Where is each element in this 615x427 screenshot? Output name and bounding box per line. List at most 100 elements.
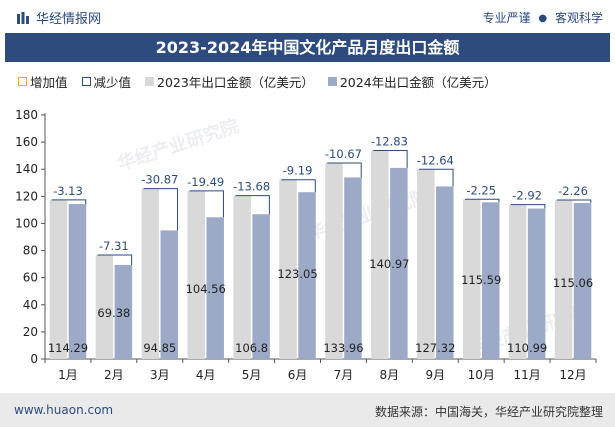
bar-2024	[160, 230, 179, 359]
y-tick-label: 160	[15, 135, 38, 149]
legend-swatch-2023	[145, 77, 155, 86]
difference-bracket	[464, 198, 500, 203]
legend-label-decrease: 减少值	[93, 75, 132, 90]
brand-logo-icon	[17, 11, 29, 24]
watermark-text: 华经产业研究院	[115, 115, 242, 175]
difference-bracket	[143, 188, 179, 231]
value-label-2024: 140.97	[369, 257, 409, 271]
x-tick-label: 11月	[513, 368, 540, 382]
x-tick-label: 8月	[380, 368, 400, 382]
bar-2023	[141, 188, 160, 359]
chart-legend: 增加值 减少值 2023年出口金额（亿美元） 2024年出口金额（亿美元）	[18, 72, 511, 91]
x-tick-label: 10月	[468, 368, 495, 382]
brand[interactable]: 华经情报网	[16, 8, 101, 27]
bar-2023	[95, 255, 114, 359]
slogan-dot: ●	[538, 13, 548, 24]
bar-2023	[49, 199, 68, 359]
bar-2024	[390, 167, 408, 359]
x-tick-label: 12月	[559, 368, 586, 382]
difference-bracket	[51, 199, 87, 205]
bar-2024	[298, 192, 316, 359]
value-label-2024: 110.99	[507, 341, 547, 355]
difference-bracket	[327, 162, 362, 178]
bar-2023	[233, 195, 251, 359]
difference-bracket	[510, 204, 546, 209]
difference-bracket	[235, 195, 270, 215]
legend-item-2024[interactable]: 2024年出口金额（亿美元）	[327, 72, 497, 91]
bar-2024	[68, 204, 87, 359]
legend-item-decrease[interactable]: 减少值	[81, 72, 132, 91]
x-tick-label: 2月	[104, 368, 124, 382]
bar-2024	[573, 203, 592, 359]
y-tick-label: 120	[15, 189, 38, 203]
bar-2023	[554, 199, 573, 359]
difference-label: -7.31	[99, 239, 129, 253]
legend-item-2023[interactable]: 2023年出口金额（亿美元）	[145, 72, 314, 91]
data-labels: -3.13 114.29 -7.31 69.38 -30.87 94.85 -19.49 10…	[48, 135, 593, 355]
x-tick-label: 7月	[334, 368, 354, 382]
value-label-2024: 115.06	[553, 276, 593, 290]
difference-label: -10.67	[325, 147, 362, 161]
value-label-2024: 94.85	[143, 341, 176, 355]
difference-label: -2.92	[512, 189, 542, 203]
legend-label-2024: 2024年出口金额（亿美元）	[339, 75, 497, 90]
bar-2023	[279, 179, 297, 359]
difference-label: -12.64	[417, 153, 454, 167]
difference-bracket	[373, 150, 408, 168]
difference-bracket	[281, 179, 316, 193]
x-tick-label: 5月	[242, 368, 262, 382]
footer: www.huaon.com 数据来源：中国海关，华经产业研究院整理	[0, 393, 615, 427]
x-tick-label: 3月	[150, 368, 170, 382]
difference-label: -19.49	[187, 175, 224, 189]
bar-2024	[206, 217, 224, 359]
bar-2023	[187, 190, 205, 359]
footer-url[interactable]: www.huaon.com	[14, 403, 114, 417]
slogan: 专业严谨 ● 客观科学	[483, 9, 603, 26]
y-tick-label: 80	[23, 244, 38, 258]
chart-title: 2023-2024年中国文化产品月度出口金额	[155, 38, 460, 57]
bar-2023	[508, 204, 527, 359]
slogan-left: 专业严谨	[482, 11, 531, 25]
legend-label-increase: 增加值	[30, 75, 68, 90]
bar-2023	[462, 199, 481, 359]
y-tick-label: 0	[30, 352, 38, 366]
legend-swatch-decrease	[81, 77, 91, 86]
bar-2023	[417, 169, 435, 359]
legend-swatch-increase	[18, 77, 27, 86]
bar-2023	[371, 150, 389, 359]
bar-2024	[114, 264, 133, 359]
legend-item-increase[interactable]: 增加值	[18, 72, 68, 91]
bar-2024	[344, 177, 362, 359]
value-label-2024: 123.05	[277, 267, 317, 281]
x-tick-label: 6月	[288, 368, 308, 382]
brand-name: 华经情报网	[36, 12, 102, 27]
difference-bracket	[556, 199, 592, 204]
top-bar: 华经情报网 专业严谨 ● 客观科学	[0, 0, 615, 32]
difference-label: -3.13	[53, 184, 83, 198]
x-tick-label: 9月	[425, 368, 445, 382]
y-tick-label: 180	[15, 108, 38, 122]
difference-label: -2.25	[466, 183, 496, 197]
value-label-2024: 115.59	[461, 273, 501, 287]
y-tick-label: 20	[23, 325, 38, 339]
difference-bracket	[419, 168, 454, 187]
value-label-2024: 114.29	[48, 341, 88, 355]
axes: 0 20 40 60 80 100 120 140 160 180 1月 2月 3月 4月 5月 6月 7月 8月…	[15, 108, 597, 382]
bar-chart: 华经产业研究院华经产业研究院华经产业研究院 020406080100120140…	[15, 108, 597, 382]
value-label-2024: 133.96	[323, 341, 363, 355]
value-label-2024: 106.8	[235, 341, 268, 355]
bar-2024	[252, 214, 270, 359]
y-tick-label: 60	[23, 271, 38, 285]
difference-label: -2.26	[558, 184, 588, 198]
legend-swatch-2024	[327, 77, 337, 86]
difference-label: -12.83	[371, 135, 408, 149]
watermark-text: 华经产业研究院	[305, 185, 432, 245]
value-label-2024: 127.32	[415, 341, 455, 355]
difference-bracket	[189, 190, 224, 218]
bar-2024	[527, 208, 546, 359]
difference-label: -9.19	[283, 164, 313, 178]
value-label-2024: 69.38	[97, 306, 130, 320]
footer-source: 数据来源：中国海关，华经产业研究院整理	[374, 405, 603, 419]
y-tick-label: 100	[15, 216, 38, 230]
difference-label: -13.68	[233, 180, 270, 194]
